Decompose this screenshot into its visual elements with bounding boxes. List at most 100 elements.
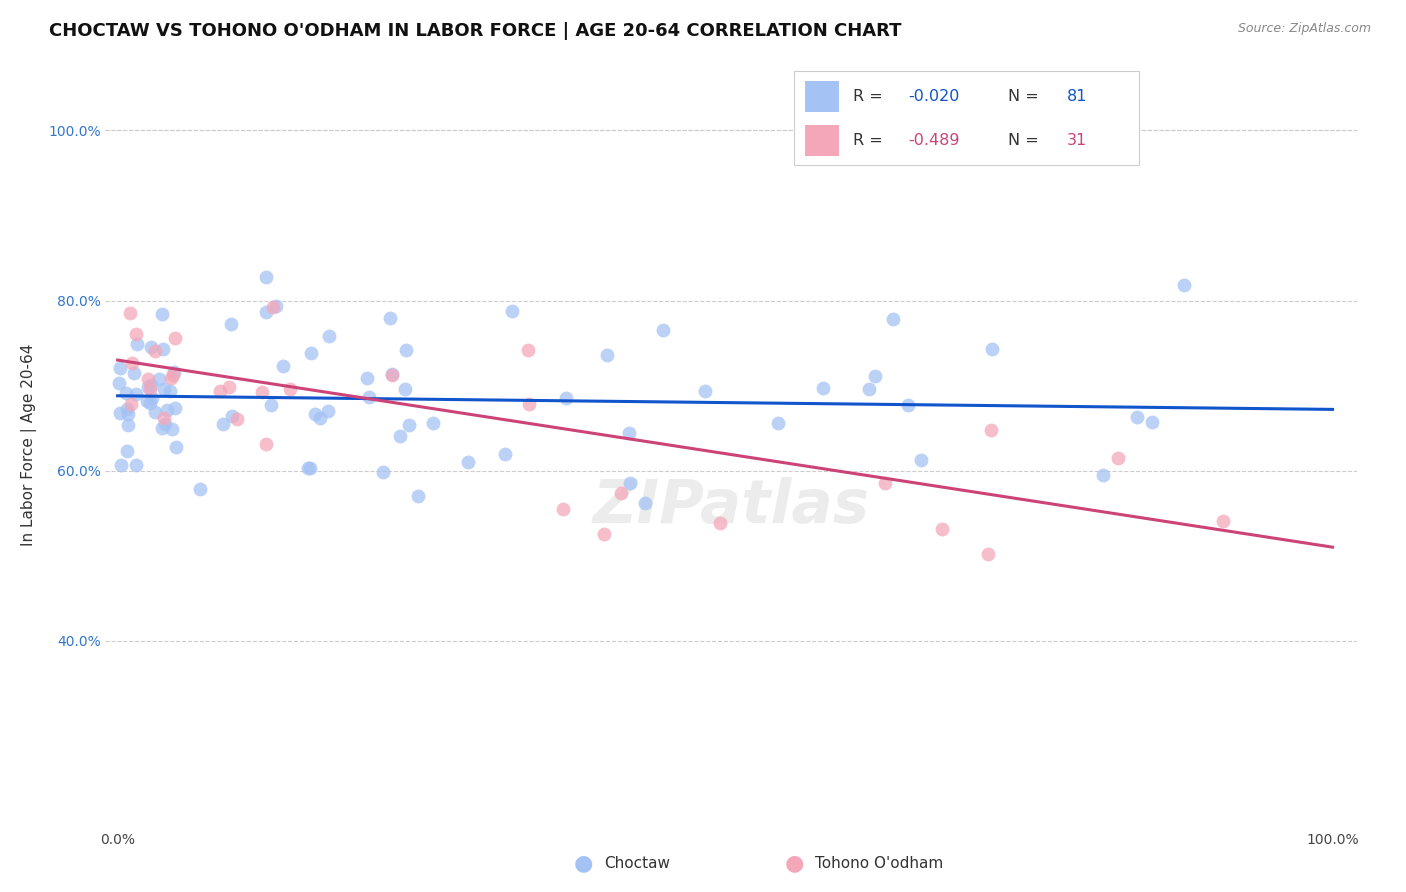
Point <box>115 443 138 458</box>
Point <box>979 423 1001 437</box>
Point <box>152 421 174 435</box>
Text: 81: 81 <box>1067 89 1087 104</box>
Point <box>1173 277 1195 292</box>
Point <box>143 343 166 358</box>
Point <box>304 407 326 421</box>
Point <box>262 301 284 315</box>
Point <box>139 378 162 392</box>
Point <box>910 453 932 467</box>
FancyBboxPatch shape <box>804 81 839 112</box>
Point <box>153 417 176 431</box>
Point <box>152 307 174 321</box>
Point <box>162 368 184 382</box>
Point <box>163 401 186 415</box>
Point <box>381 368 404 382</box>
Point <box>1092 467 1115 482</box>
Point <box>766 417 789 431</box>
Point <box>516 343 538 358</box>
Point <box>117 407 139 421</box>
Point <box>977 548 1000 562</box>
Text: -0.489: -0.489 <box>908 133 959 148</box>
Point <box>316 404 339 418</box>
Text: N =: N = <box>1008 133 1043 148</box>
Point <box>517 396 540 410</box>
Point <box>457 455 479 469</box>
Point <box>226 412 249 426</box>
Point <box>165 331 187 345</box>
Point <box>153 411 176 425</box>
Point <box>118 306 141 320</box>
Point <box>110 458 132 472</box>
Point <box>406 490 429 504</box>
Point <box>309 411 332 425</box>
Point <box>209 384 232 399</box>
Point <box>318 329 340 343</box>
Text: -0.020: -0.020 <box>908 89 959 104</box>
Point <box>143 405 166 419</box>
Point <box>1140 415 1163 429</box>
Y-axis label: In Labor Force | Age 20-64: In Labor Force | Age 20-64 <box>21 344 37 546</box>
Point <box>120 397 142 411</box>
Point <box>931 522 953 536</box>
Point <box>188 482 211 496</box>
Point <box>1212 514 1234 528</box>
Point <box>378 311 401 326</box>
Point <box>1126 409 1149 424</box>
Point <box>695 384 717 398</box>
Text: R =: R = <box>853 89 887 104</box>
Point <box>135 394 157 409</box>
Point <box>299 346 322 360</box>
Point <box>395 343 418 358</box>
Point <box>159 384 181 399</box>
Point <box>139 340 162 354</box>
Point <box>156 402 179 417</box>
Point <box>141 392 163 406</box>
Text: Source: ZipAtlas.com: Source: ZipAtlas.com <box>1237 22 1371 36</box>
Point <box>124 366 146 380</box>
Point <box>610 486 633 500</box>
Point <box>897 398 920 412</box>
Point <box>592 527 614 541</box>
Point <box>125 327 148 342</box>
Point <box>278 382 301 396</box>
Point <box>381 368 404 382</box>
Point <box>121 356 143 370</box>
Point <box>250 385 273 400</box>
Point <box>297 460 319 475</box>
Point <box>811 381 834 395</box>
Text: ●: ● <box>574 854 593 873</box>
Point <box>596 348 619 362</box>
Text: R =: R = <box>853 133 887 148</box>
Point <box>553 502 575 516</box>
Point <box>218 379 240 393</box>
Point <box>165 440 187 454</box>
Point <box>148 372 170 386</box>
Point <box>863 368 886 383</box>
Point <box>299 460 322 475</box>
Point <box>115 402 138 417</box>
Text: CHOCTAW VS TOHONO O'ODHAM IN LABOR FORCE | AGE 20-64 CORRELATION CHART: CHOCTAW VS TOHONO O'ODHAM IN LABOR FORCE… <box>49 22 901 40</box>
Point <box>114 386 136 401</box>
Point <box>619 475 641 490</box>
Point <box>108 376 131 390</box>
Point <box>125 386 148 401</box>
Point <box>371 466 394 480</box>
Point <box>264 299 287 313</box>
Point <box>138 383 160 397</box>
Text: ●: ● <box>785 854 804 873</box>
Point <box>152 342 174 356</box>
Point <box>389 428 412 442</box>
Point <box>254 436 277 450</box>
Point <box>136 380 159 394</box>
Point <box>221 409 243 424</box>
Point <box>555 392 578 406</box>
Point <box>162 365 184 379</box>
Point <box>356 371 378 385</box>
Point <box>260 398 283 412</box>
Point <box>162 422 184 436</box>
Point <box>219 317 242 331</box>
Point <box>651 322 673 336</box>
Point <box>136 372 159 386</box>
Point <box>254 269 277 284</box>
Point <box>422 416 444 430</box>
